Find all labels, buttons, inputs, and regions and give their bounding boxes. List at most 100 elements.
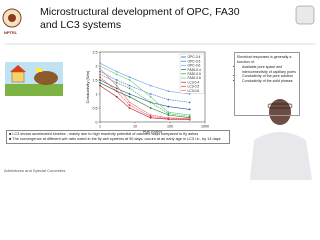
- series-point: [128, 79, 131, 81]
- legend-label: LC3-0.5: [188, 85, 200, 89]
- note-item: Available pore space and interconnectivi…: [242, 65, 297, 74]
- series-point: [149, 93, 152, 95]
- presenter-body: [250, 132, 312, 180]
- series-point: [188, 115, 191, 118]
- presenter-head: [269, 99, 291, 125]
- series-point: [188, 117, 191, 120]
- series-point: [149, 115, 152, 118]
- y-axis-label: Conductivity (S/m): [85, 70, 90, 103]
- notes-box: Electrical responses is generally a func…: [234, 52, 300, 116]
- series-point: [167, 111, 170, 114]
- series-point: [128, 95, 131, 98]
- series-point: [167, 112, 170, 115]
- notes-heading: Electrical responses is generally a func…: [237, 55, 292, 64]
- series-point: [128, 87, 131, 90]
- legend-label: LC3-0.4: [188, 80, 200, 84]
- chart: 0 0.5 1 1.5 2 2.5 1 10 100 1000 Age (days) Conducti…: [85, 50, 209, 133]
- series-point: [128, 101, 131, 104]
- presenter-glasses: [267, 103, 293, 109]
- series-line: [99, 85, 190, 121]
- series-point: [128, 93, 131, 95]
- series-point: [188, 108, 191, 111]
- series-point: [149, 95, 152, 98]
- x-axis-label: Age (days): [143, 129, 163, 134]
- legend-label: LC3-0.6: [188, 89, 200, 93]
- series-point: [149, 114, 152, 116]
- series-point: [99, 65, 101, 67]
- series-line: [99, 62, 190, 95]
- slide-graphics: 0 0.5 1 1.5 2 2.5 1 10 100 1000 Age (days) Conducti…: [2, 5, 316, 180]
- series-point: [167, 114, 170, 116]
- series-line: [99, 76, 190, 120]
- series-line: [99, 71, 190, 103]
- series-point: [99, 73, 101, 76]
- series-line: [99, 82, 190, 119]
- series-point: [99, 84, 101, 87]
- series-point: [115, 84, 118, 87]
- series-point: [188, 93, 191, 95]
- series-line: [99, 79, 190, 110]
- grass: [5, 84, 63, 96]
- series-point: [99, 70, 101, 73]
- series-point: [128, 107, 131, 109]
- series-point: [115, 90, 118, 93]
- x-tick-label: 100: [167, 125, 173, 129]
- note-item: Conductivity of the solid phases: [242, 79, 297, 84]
- note-item: Conductivity of the pore solution: [242, 74, 297, 79]
- rock: [34, 71, 58, 85]
- y-tick-label: 0: [96, 120, 98, 124]
- footer: Admixtures and Special Concretes: [4, 168, 66, 173]
- series-point: [99, 67, 101, 70]
- roof: [10, 65, 26, 72]
- illustration: [5, 62, 63, 96]
- series-point: [149, 101, 152, 104]
- bullet-box: LC3 shows accelerated kinetics - mainly …: [6, 130, 230, 144]
- series-point: [99, 79, 101, 81]
- series-point: [99, 62, 101, 65]
- series-point: [167, 90, 170, 93]
- legend-label: OPC-0.4: [188, 55, 201, 59]
- y-tick-label: 0.5: [93, 106, 98, 110]
- legend-label: FA30-0.6: [188, 76, 202, 80]
- bullet: The convergence at different w/b ratio n…: [9, 137, 227, 142]
- sign: [36, 68, 42, 72]
- series-point: [149, 107, 152, 109]
- series-point: [167, 98, 170, 101]
- series-point: [167, 116, 170, 119]
- slide-title: Microstructural development of OPC, FA30…: [40, 6, 240, 31]
- y-tick-label: 1: [96, 92, 98, 96]
- y-tick-label: 2: [96, 64, 98, 68]
- series-point: [115, 73, 118, 76]
- series-point: [115, 79, 118, 81]
- series-point: [115, 70, 118, 73]
- series-point: [115, 95, 118, 98]
- series-line: [99, 68, 190, 119]
- y-tick-label: 2.5: [93, 50, 98, 54]
- x-tick-label: 10: [133, 125, 137, 129]
- notes-list: Available pore space and interconnectivi…: [237, 65, 297, 83]
- slide: 0 0.5 1 1.5 2 2.5 1 10 100 1000 Age (days) Conducti…: [0, 0, 320, 180]
- series-point: [167, 105, 170, 108]
- series-point: [128, 84, 131, 87]
- series-point: [115, 87, 118, 90]
- hut: [11, 71, 25, 83]
- logo-core: [8, 14, 16, 22]
- series-line: [99, 65, 190, 116]
- series-point: [149, 84, 152, 87]
- series-point: [115, 81, 118, 84]
- legend-label: FA30-0.4: [188, 68, 202, 72]
- y-tick-label: 1.5: [93, 78, 98, 82]
- series-point: [188, 114, 191, 116]
- x-tick-label: 1: [99, 125, 101, 129]
- series-point: [128, 76, 131, 79]
- series-point: [99, 81, 101, 84]
- series-point: [188, 101, 191, 104]
- legend-label: OPC-0.6: [188, 64, 201, 68]
- institute-logo: [295, 5, 315, 25]
- legend-label: FA30-0.5: [188, 72, 202, 76]
- series-point: [128, 104, 131, 107]
- logo-text: NPTEL: [4, 30, 18, 35]
- presenter-video: [250, 99, 312, 180]
- series-point: [99, 76, 101, 79]
- series-point: [149, 116, 152, 119]
